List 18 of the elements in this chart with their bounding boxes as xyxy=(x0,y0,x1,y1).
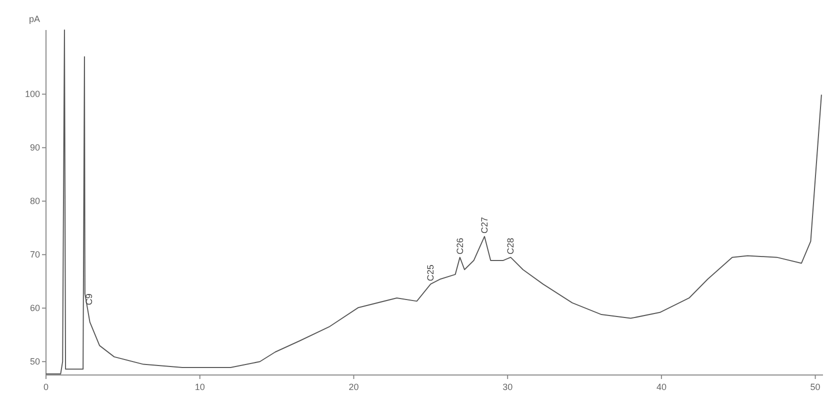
annotation: C26 xyxy=(454,238,465,254)
annotation: C25 xyxy=(426,264,436,282)
y-tick-label: 70 xyxy=(30,250,40,260)
annotation: C27 xyxy=(480,216,490,234)
x-tick-label: 30 xyxy=(502,382,513,392)
x-tick-label: 10 xyxy=(194,382,205,392)
y-tick-label: 90 xyxy=(30,142,40,153)
y-tick-label: 60 xyxy=(30,303,40,314)
x-tick-label: 0 xyxy=(43,382,49,392)
x-tick-label: 50 xyxy=(810,382,820,392)
x-tick-label: 20 xyxy=(348,382,359,392)
annotation: C28 xyxy=(506,238,516,254)
y-tick-label: 100 xyxy=(24,89,40,100)
y-axis-title: pA xyxy=(28,14,40,24)
y-tick-label: 80 xyxy=(30,196,40,206)
x-tick-label: 40 xyxy=(656,382,666,392)
annotation: C9 xyxy=(84,294,94,306)
y-tick-label: 50 xyxy=(30,356,40,367)
